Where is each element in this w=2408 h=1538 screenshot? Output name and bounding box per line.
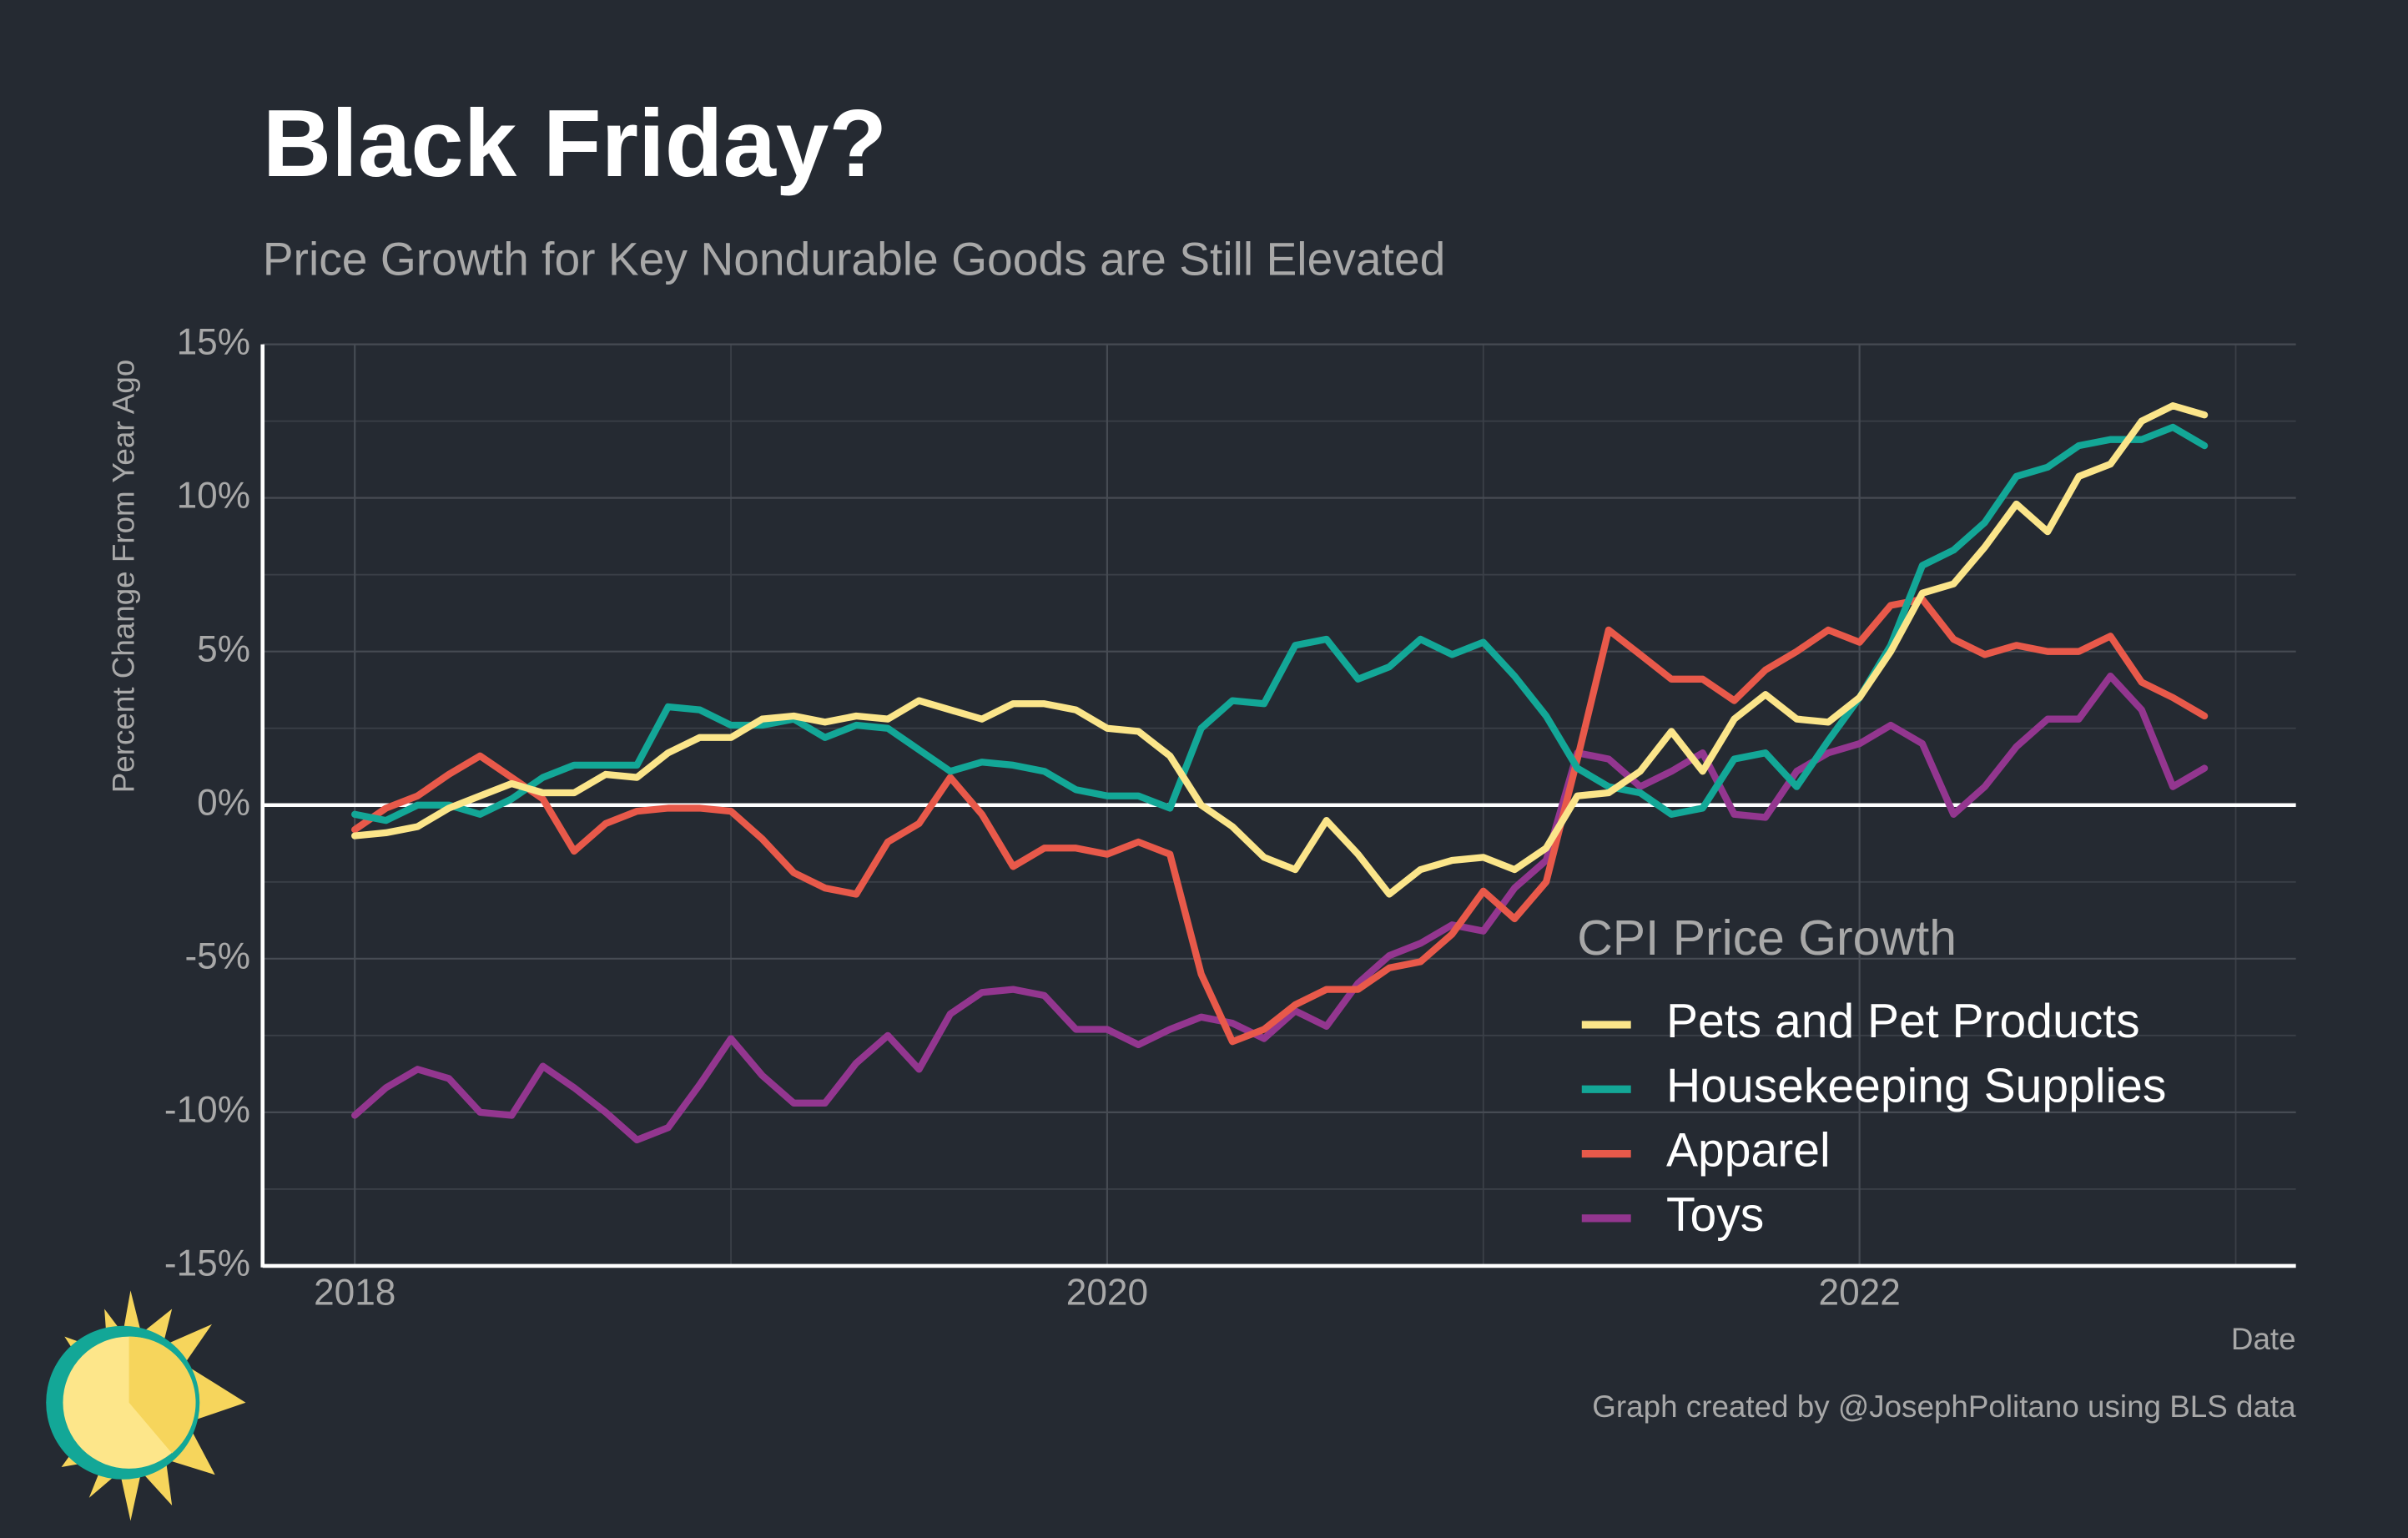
- lines: [351, 402, 2209, 1144]
- x-tick-label: 2018: [314, 1273, 395, 1314]
- series-line: [351, 673, 2209, 1144]
- y-axis-label: Percent Change From Year Ago: [107, 360, 141, 794]
- chart-title: Black Friday?: [263, 91, 887, 197]
- y-tick-label: -5%: [184, 935, 250, 976]
- y-tick-label: 0%: [197, 782, 250, 823]
- logo: [46, 1290, 246, 1521]
- series-line: [351, 423, 2209, 824]
- legend-label: Pets and Pet Products: [1666, 995, 2140, 1048]
- series-line: [351, 595, 2209, 1046]
- y-tick-label: 15%: [177, 321, 250, 362]
- caption: Graph created by @JosephPolitano using B…: [1592, 1389, 2296, 1424]
- y-tick-label: 5%: [197, 628, 250, 669]
- x-axis-label: Date: [2231, 1322, 2296, 1356]
- legend: CPI Price Growth Pets and Pet Products Ho…: [1577, 911, 2166, 1242]
- legend-label: Apparel: [1666, 1124, 1831, 1177]
- legend-title: CPI Price Growth: [1577, 911, 1957, 966]
- chart-subtitle: Price Growth for Key Nondurable Goods ar…: [263, 234, 1446, 285]
- y-tick-label: -15%: [164, 1243, 250, 1284]
- y-tick-label: -10%: [164, 1090, 250, 1131]
- legend-label: Toys: [1666, 1188, 1764, 1242]
- y-tick-label: 10%: [177, 475, 250, 516]
- x-tick-label: 2020: [1066, 1273, 1148, 1314]
- x-tick-label: 2022: [1819, 1273, 1901, 1314]
- legend-label: Housekeeping Supplies: [1666, 1059, 2166, 1112]
- series-line: [351, 402, 2209, 898]
